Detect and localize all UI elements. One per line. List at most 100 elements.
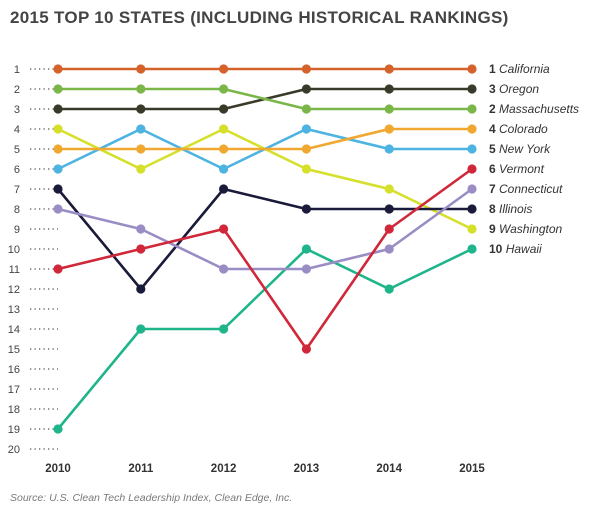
- end-label-name-massachusetts: Massachusetts: [499, 102, 579, 116]
- y-tick-label-14: 14: [8, 324, 20, 336]
- end-label-connecticut: 7 Connecticut: [489, 182, 563, 196]
- point-oregon-2015: [467, 84, 477, 94]
- point-illinois-2012: [219, 184, 229, 194]
- point-washington-2013: [301, 164, 311, 174]
- series-line-massachusetts: [58, 87, 472, 111]
- end-label-rank-california: 1: [489, 62, 499, 76]
- point-massachusetts-2015: [467, 104, 477, 114]
- end-label-name-california: California: [499, 62, 550, 76]
- x-tick-label-2013: 2013: [294, 463, 320, 475]
- y-tick-label-2: 2: [14, 84, 20, 96]
- end-label-name-illinois: Illinois: [499, 202, 532, 216]
- y-tick-label-8: 8: [14, 204, 20, 216]
- point-new-york-2011: [136, 124, 146, 134]
- point-washington-2012: [219, 124, 229, 134]
- point-new-york-2010: [53, 164, 63, 174]
- end-label-oregon: 3 Oregon: [489, 82, 539, 96]
- point-hawaii-2014: [384, 284, 394, 294]
- y-tick-label-13: 13: [8, 304, 20, 316]
- point-hawaii-2011: [136, 324, 146, 334]
- point-colorado-2015: [467, 124, 477, 134]
- end-label-rank-oregon: 3: [489, 82, 499, 96]
- point-new-york-2012: [219, 164, 229, 174]
- point-california-2014: [384, 64, 394, 74]
- x-axis-tick-labels: 2010 2011 2012 2013 2014 2015: [45, 463, 485, 475]
- end-label-name-new-york: New York: [499, 142, 551, 156]
- end-label-name-washington: Washington: [499, 222, 562, 236]
- point-oregon-2011: [136, 104, 146, 114]
- point-illinois-2010: [53, 184, 63, 194]
- end-label-washington: 9 Washington: [489, 222, 562, 236]
- series-line-colorado: [58, 127, 472, 151]
- end-label-illinois: 8 Illinois: [489, 202, 532, 216]
- point-new-york-2013: [301, 124, 311, 134]
- point-hawaii-2013: [301, 244, 311, 254]
- point-connecticut-2014: [384, 244, 394, 254]
- point-vermont-2011: [136, 244, 146, 254]
- series-points: [53, 64, 477, 434]
- end-label-new-york: 5 New York: [489, 142, 551, 156]
- point-california-2011: [136, 64, 146, 74]
- y-tick-label-1: 1: [14, 64, 20, 76]
- end-label-name-colorado: Colorado: [499, 122, 548, 136]
- point-vermont-2015: [467, 164, 477, 174]
- end-label-rank-connecticut: 7: [489, 182, 499, 196]
- point-washington-2014: [384, 184, 394, 194]
- point-hawaii-2010: [53, 424, 63, 434]
- y-tick-label-6: 6: [14, 164, 20, 176]
- end-label-vermont: 6 Vermont: [489, 162, 545, 176]
- end-label-colorado: 4 Colorado: [489, 122, 548, 136]
- point-vermont-2010: [53, 264, 63, 274]
- point-illinois-2011: [136, 284, 146, 294]
- series-line-illinois: [56, 187, 472, 291]
- y-tick-label-10: 10: [8, 244, 20, 256]
- point-illinois-2014: [384, 204, 394, 214]
- y-tick-label-18: 18: [8, 404, 20, 416]
- point-connecticut-2012: [219, 264, 229, 274]
- series-line-hawaii: [56, 247, 473, 430]
- point-connecticut-2010: [53, 204, 63, 214]
- point-california-2012: [219, 64, 229, 74]
- point-massachusetts-2010: [53, 84, 63, 94]
- end-label-rank-vermont: 6: [489, 162, 499, 176]
- point-colorado-2014: [384, 124, 394, 134]
- end-label-massachusetts: 2 Massachusetts: [489, 102, 579, 116]
- point-connecticut-2015: [467, 184, 477, 194]
- point-california-2010: [53, 64, 63, 74]
- point-connecticut-2011: [136, 224, 146, 234]
- y-tick-label-16: 16: [8, 364, 20, 376]
- end-label-rank-massachusetts: 2: [489, 102, 499, 116]
- y-tick-label-5: 5: [14, 144, 20, 156]
- point-new-york-2015: [467, 144, 477, 154]
- x-tick-label-2014: 2014: [376, 463, 402, 475]
- y-tick-label-7: 7: [14, 184, 20, 196]
- point-colorado-2013: [301, 144, 311, 154]
- point-oregon-2012: [219, 104, 229, 114]
- end-label-name-connecticut: Connecticut: [499, 182, 563, 196]
- point-colorado-2010: [53, 144, 63, 154]
- point-connecticut-2013: [301, 264, 311, 274]
- end-label-rank-washington: 9: [489, 222, 499, 236]
- end-label-california: 1 California: [489, 62, 550, 76]
- y-tick-label-9: 9: [14, 224, 20, 236]
- grid-lines: [30, 68, 58, 450]
- series-line-connecticut: [57, 187, 473, 271]
- point-illinois-2013: [301, 204, 311, 214]
- source-note: Source: U.S. Clean Tech Leadership Index…: [10, 492, 293, 504]
- point-hawaii-2015: [467, 244, 477, 254]
- y-tick-label-3: 3: [14, 104, 20, 116]
- end-label-rank-illinois: 8: [489, 202, 499, 216]
- point-vermont-2012: [219, 224, 229, 234]
- point-oregon-2014: [384, 84, 394, 94]
- point-massachusetts-2014: [384, 104, 394, 114]
- point-hawaii-2012: [219, 324, 229, 334]
- end-label-rank-hawaii: 10: [489, 242, 506, 256]
- series-line-vermont: [57, 167, 473, 351]
- y-tick-label-19: 19: [8, 424, 20, 436]
- x-tick-label-2015: 2015: [459, 463, 485, 475]
- y-tick-label-17: 17: [8, 384, 20, 396]
- y-tick-label-15: 15: [8, 344, 20, 356]
- x-tick-label-2011: 2011: [128, 463, 154, 475]
